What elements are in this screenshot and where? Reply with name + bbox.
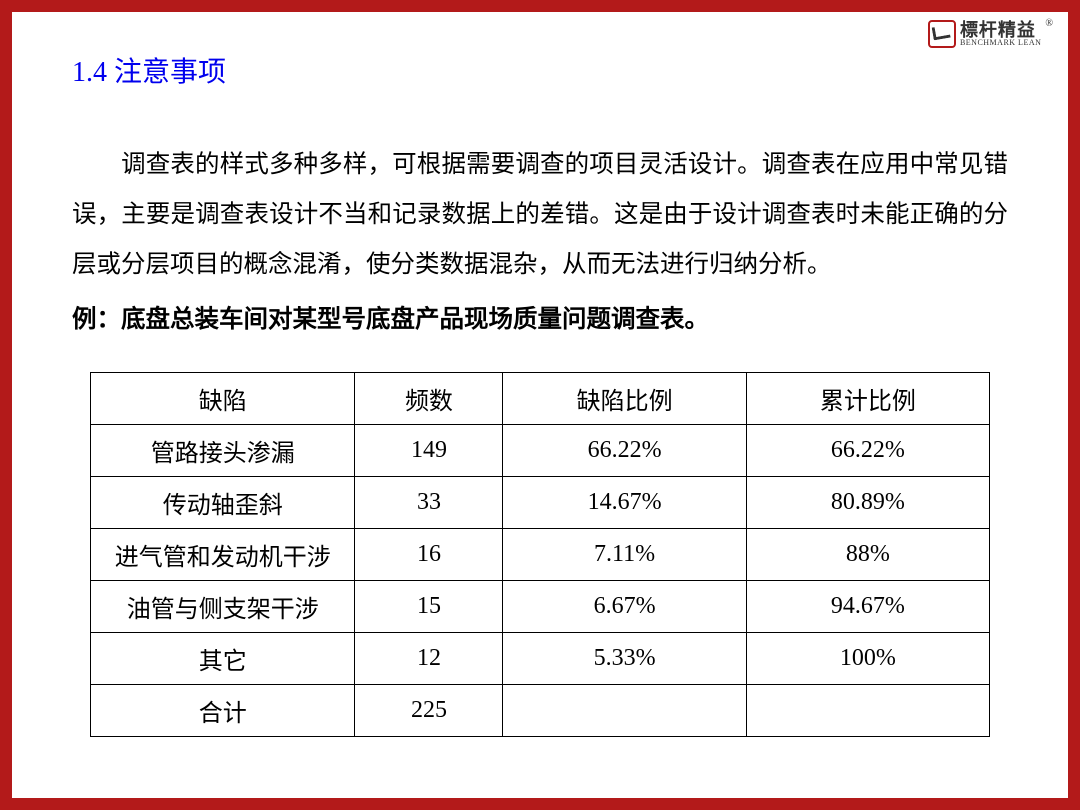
cell-cum [746, 684, 989, 736]
section-title: 1.4 注意事项 [72, 50, 1008, 90]
cell-cum: 80.89% [746, 476, 989, 528]
cell-ratio: 6.67% [503, 580, 746, 632]
body-paragraph-text: 调查表的样式多种多样，可根据需要调查的项目灵活设计。调查表在应用中常见错误，主要… [72, 151, 1008, 278]
cell-freq: 225 [355, 684, 503, 736]
table-row: 传动轴歪斜 33 14.67% 80.89% [91, 476, 990, 528]
slide-container: 標杆精益 BENCHMARK LEAN ® 1.4 注意事项 调查表的样式多种多… [12, 12, 1068, 798]
registered-icon: ® [1045, 18, 1053, 29]
cell-defect: 传动轴歪斜 [91, 476, 355, 528]
cell-ratio: 5.33% [503, 632, 746, 684]
table-row-total: 合计 225 [91, 684, 990, 736]
table-header-row: 缺陷 频数 缺陷比例 累计比例 [91, 372, 990, 424]
cell-defect: 合计 [91, 684, 355, 736]
logo-en-text: BENCHMARK LEAN [960, 39, 1041, 47]
logo-cn-text: 標杆精益 [960, 21, 1041, 39]
defect-table: 缺陷 频数 缺陷比例 累计比例 管路接头渗漏 149 66.22% 66.22%… [90, 372, 990, 737]
table-header-defect: 缺陷 [91, 372, 355, 424]
cell-defect: 进气管和发动机干涉 [91, 528, 355, 580]
brand-logo: 標杆精益 BENCHMARK LEAN ® [928, 20, 1053, 48]
cell-defect: 油管与侧支架干涉 [91, 580, 355, 632]
cell-ratio: 7.11% [503, 528, 746, 580]
cell-ratio [503, 684, 746, 736]
cell-defect: 其它 [91, 632, 355, 684]
logo-icon [928, 20, 956, 48]
cell-freq: 12 [355, 632, 503, 684]
cell-ratio: 14.67% [503, 476, 746, 528]
logo-text-block: 標杆精益 BENCHMARK LEAN [960, 21, 1041, 47]
table-row: 其它 12 5.33% 100% [91, 632, 990, 684]
cell-freq: 33 [355, 476, 503, 528]
body-paragraph: 调查表的样式多种多样，可根据需要调查的项目灵活设计。调查表在应用中常见错误，主要… [72, 140, 1008, 291]
table-row: 油管与侧支架干涉 15 6.67% 94.67% [91, 580, 990, 632]
table-header-frequency: 频数 [355, 372, 503, 424]
cell-cum: 94.67% [746, 580, 989, 632]
cell-freq: 16 [355, 528, 503, 580]
cell-freq: 15 [355, 580, 503, 632]
example-line: 例：底盘总装车间对某型号底盘产品现场质量问题调查表。 [72, 295, 1008, 344]
cell-ratio: 66.22% [503, 424, 746, 476]
cell-freq: 149 [355, 424, 503, 476]
cell-cum: 88% [746, 528, 989, 580]
cell-defect: 管路接头渗漏 [91, 424, 355, 476]
cell-cum: 100% [746, 632, 989, 684]
table-header-ratio: 缺陷比例 [503, 372, 746, 424]
table-row: 管路接头渗漏 149 66.22% 66.22% [91, 424, 990, 476]
table-row: 进气管和发动机干涉 16 7.11% 88% [91, 528, 990, 580]
table-header-cumulative: 累计比例 [746, 372, 989, 424]
cell-cum: 66.22% [746, 424, 989, 476]
